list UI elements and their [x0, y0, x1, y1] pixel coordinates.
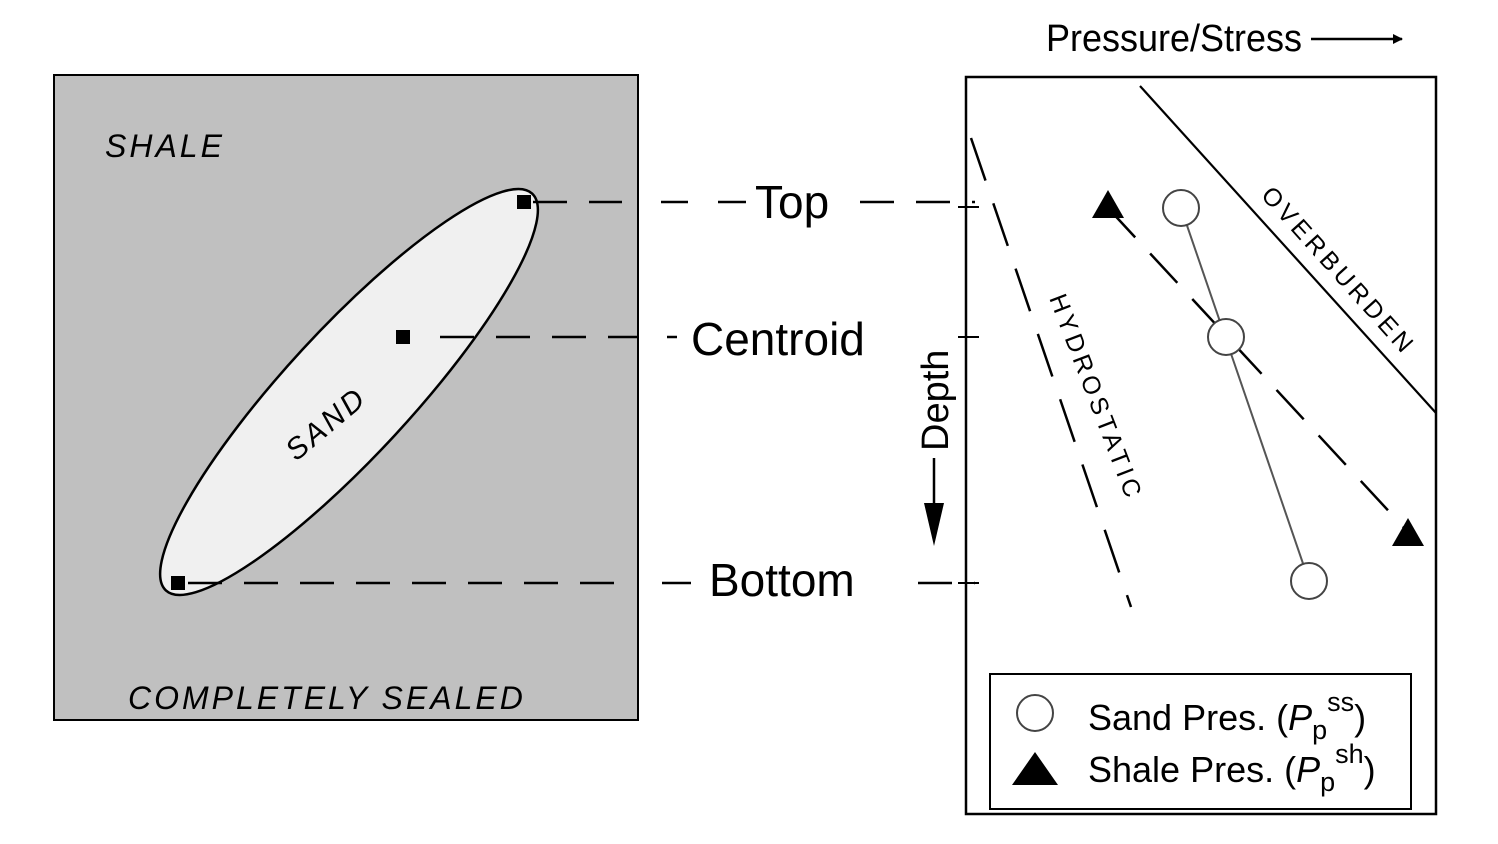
shale-pressure-marker-bottom: [1392, 518, 1424, 546]
sand-pressure-marker-bottom: [1290, 562, 1328, 600]
right-panel: Pressure/Stress Depth HYDROSTATIC OVERBU…: [915, 18, 1438, 816]
legend-box: [989, 673, 1412, 810]
legend-shale-marker: [1012, 752, 1058, 785]
legend: Sand Pres. (Ppss) Shale Pres. (Ppsh): [989, 673, 1412, 810]
y-axis-arrow-head: [924, 503, 944, 546]
plot-frame: [964, 75, 1438, 816]
shale-pressure-line: [1107, 207, 1410, 534]
centroid-point-marker: [396, 330, 410, 344]
sand-pressure-marker-centroid: [1207, 318, 1245, 356]
sand-pressure-marker-top: [1162, 189, 1200, 227]
top-label: Top: [755, 176, 829, 228]
legend-sand-marker: [1016, 694, 1054, 732]
top-point-marker: [517, 195, 531, 209]
left-panel: SHALE SAND COMPLETELY SEALED: [53, 74, 639, 721]
overburden-label: OVERBURDEN: [1256, 181, 1422, 361]
level-labels: Top Centroid Bottom: [661, 176, 975, 606]
shale-label: SHALE: [105, 128, 225, 164]
bottom-label: Bottom: [709, 554, 855, 606]
y-axis-label: Depth: [915, 350, 957, 451]
legend-sand-entry: Sand Pres. (Ppss): [1088, 687, 1366, 745]
sand-body: [158, 187, 540, 597]
centroid-label: Centroid: [691, 313, 865, 365]
hydrostatic-label: HYDROSTATIC: [1043, 290, 1148, 505]
bottom-point-marker: [171, 576, 185, 590]
seal-label: COMPLETELY SEALED: [128, 680, 526, 716]
x-axis-label: Pressure/Stress: [1046, 18, 1302, 60]
overburden-line: [1139, 85, 1437, 414]
hydrostatic-line: [969, 137, 1133, 608]
shale-pressure-marker-top: [1092, 190, 1124, 218]
sand-pressure-line: [1180, 207, 1310, 582]
legend-shale-entry: Shale Pres. (Ppsh): [1088, 739, 1376, 797]
